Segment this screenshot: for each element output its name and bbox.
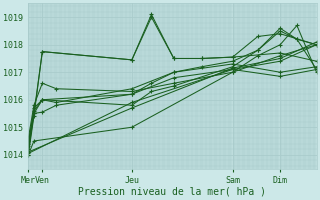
X-axis label: Pression niveau de la mer( hPa ): Pression niveau de la mer( hPa ) xyxy=(78,187,267,197)
